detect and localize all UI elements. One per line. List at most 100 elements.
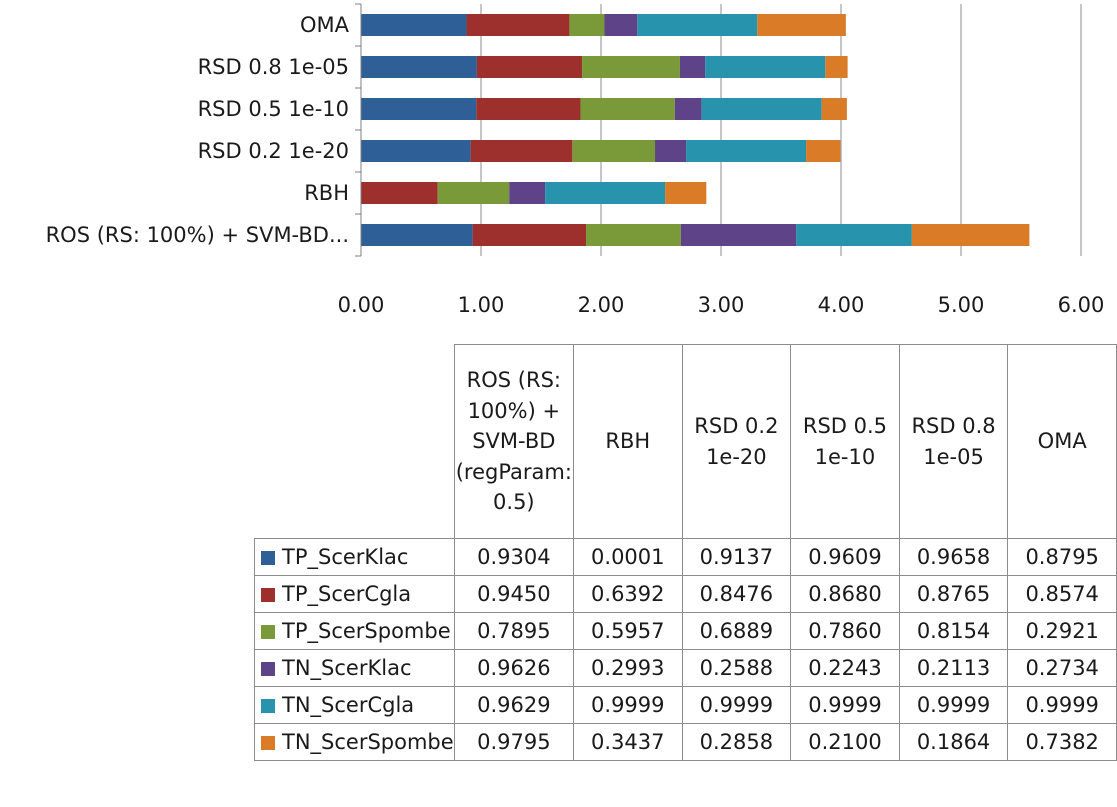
category-label-0: ROS (RS: 100%) + SVM-BD... [46, 223, 349, 247]
table-cell-TP_ScerSpombe-3: 0.7860 [790, 612, 900, 650]
legend-key-swatch [261, 736, 275, 750]
legend-cell-TN_ScerKlac: TN_ScerKlac [254, 649, 455, 687]
table-cell-TN_ScerKlac-3: 0.2243 [790, 649, 900, 687]
category-label-3: RSD 0.5 1e-10 [198, 97, 349, 121]
series-name: TN_ScerCgla [282, 693, 415, 717]
bar-segment-TP_ScerCgla-3 [476, 98, 581, 120]
table-cell-TP_ScerCgla-2: 0.8476 [681, 575, 792, 613]
x-tick-label-4: 4.00 [818, 293, 865, 317]
category-labels: ROS (RS: 100%) + SVM-BD... RBH RSD 0.2 1e-… [46, 13, 350, 247]
bar-segment-TN_ScerKlac-5 [604, 14, 638, 36]
table-cell-TP_ScerCgla-5: 0.8574 [1007, 575, 1117, 613]
series-name: TP_ScerSpombe [282, 619, 451, 643]
category-label-1: RBH [304, 181, 349, 205]
bar-segment-TN_ScerKlac-3 [674, 98, 702, 120]
table-header-row: ROS (RS: 100%) + SVM-BD (regParam: 0.5) R… [254, 344, 1117, 539]
bar-segment-TN_ScerKlac-0 [680, 224, 797, 246]
table-cell-TN_ScerKlac-5: 0.2734 [1007, 649, 1117, 687]
table-row: TN_ScerCgla 0.9629 0.9999 0.9999 0.9999 0.999… [254, 686, 1117, 724]
bar-segment-TN_ScerCgla-3 [701, 98, 822, 120]
table-cell-TN_ScerCgla-2: 0.9999 [681, 686, 792, 724]
table-header-cell-5: OMA [1007, 344, 1117, 539]
bar-segment-TN_ScerSpombe-3 [821, 98, 847, 120]
bar-segment-TN_ScerCgla-1 [545, 182, 666, 204]
legend-cell-TP_ScerCgla: TP_ScerCgla [254, 575, 455, 613]
table-row: TN_ScerKlac 0.9626 0.2993 0.2588 0.2243 0.211… [254, 649, 1117, 687]
table-cell-TN_ScerCgla-1: 0.9999 [572, 686, 683, 724]
bar-segment-TN_ScerKlac-2 [655, 140, 687, 162]
bar-segment-TN_ScerCgla-0 [796, 224, 912, 246]
table-header-label: RSD 0.8 1e-05 [911, 414, 996, 469]
category-label-2: RSD 0.2 1e-20 [198, 139, 349, 163]
table-corner-cell [254, 344, 455, 539]
legend-key-swatch [261, 699, 275, 713]
bar-segment-TN_ScerSpombe-5 [757, 14, 846, 36]
bar-segment-TN_ScerSpombe-1 [665, 182, 707, 204]
table-cell-TP_ScerKlac-3: 0.9609 [790, 538, 900, 576]
bar-segment-TP_ScerSpombe-1 [437, 182, 510, 204]
bar-segment-TN_ScerCgla-4 [705, 56, 826, 78]
table-header-label: RBH [605, 429, 651, 454]
bar-segment-TP_ScerCgla-1 [361, 182, 438, 204]
table-cell-TP_ScerCgla-4: 0.8765 [898, 575, 1009, 613]
bar-segment-TP_ScerSpombe-4 [582, 56, 680, 78]
table-cell-TN_ScerKlac-1: 0.2993 [572, 649, 683, 687]
table-cell-TN_ScerKlac-0: 0.9626 [453, 649, 574, 687]
table-cell-TP_ScerSpombe-0: 0.7895 [453, 612, 574, 650]
table-header-cell-1: RBH [572, 344, 683, 539]
table-cell-TN_ScerCgla-4: 0.9999 [898, 686, 1009, 724]
table-header-cell-3: RSD 0.5 1e-10 [790, 344, 900, 539]
table-header-label: OMA [1037, 429, 1087, 454]
bar-segment-TN_ScerSpombe-4 [825, 56, 848, 78]
gridlines [355, 3, 1082, 257]
bar-segment-TP_ScerSpombe-5 [569, 14, 605, 36]
x-tick-label-1: 1.00 [458, 293, 505, 317]
bar-segment-TN_ScerCgla-2 [686, 140, 807, 162]
series-name: TP_ScerKlac [282, 545, 409, 569]
stacked-bar-chart: ROS (RS: 100%) + SVM-BD... RBH RSD 0.2 1e-… [46, 3, 1105, 317]
table-header-label: RSD 0.2 1e-20 [694, 414, 779, 469]
legend-cell-TN_ScerSpombe: TN_ScerSpombe [254, 723, 455, 761]
bar-segment-TP_ScerKlac-0 [361, 224, 473, 246]
table-row: TP_ScerCgla 0.9450 0.6392 0.8476 0.8680 0.876… [254, 575, 1117, 613]
table-cell-TP_ScerKlac-2: 0.9137 [681, 538, 792, 576]
bar-segment-TP_ScerKlac-4 [361, 56, 477, 78]
bar-segment-TP_ScerSpombe-3 [580, 98, 675, 120]
table-row: TP_ScerSpombe 0.7895 0.5957 0.6889 0.7860 0.8… [254, 612, 1117, 650]
table-cell-TP_ScerKlac-5: 0.8795 [1007, 538, 1117, 576]
table-cell-TN_ScerKlac-2: 0.2588 [681, 649, 792, 687]
legend-cell-TN_ScerCgla: TN_ScerCgla [254, 686, 455, 724]
table-row: TP_ScerKlac 0.9304 0.0001 0.9137 0.9609 0.965… [254, 538, 1117, 576]
legend-cell-TP_ScerSpombe: TP_ScerSpombe [254, 612, 455, 650]
legend-key-swatch [261, 588, 275, 602]
table-cell-TP_ScerCgla-0: 0.9450 [453, 575, 574, 613]
legend-cell-TP_ScerKlac: TP_ScerKlac [254, 538, 455, 576]
table-cell-TN_ScerCgla-3: 0.9999 [790, 686, 900, 724]
x-tick-label-5: 5.00 [938, 293, 985, 317]
bar-segment-TN_ScerSpombe-0 [911, 224, 1030, 246]
category-label-4: RSD 0.8 1e-05 [198, 55, 349, 79]
table-cell-TN_ScerSpombe-0: 0.9795 [453, 723, 574, 761]
series-name: TN_ScerKlac [282, 656, 412, 680]
x-tick-label-6: 6.00 [1058, 293, 1105, 317]
table-cell-TN_ScerSpombe-3: 0.2100 [790, 723, 900, 761]
table-cell-TN_ScerKlac-4: 0.2113 [898, 649, 1009, 687]
table-body: TP_ScerKlac 0.9304 0.0001 0.9137 0.9609 0.965… [254, 538, 1117, 761]
table-header-cell-2: RSD 0.2 1e-20 [681, 344, 792, 539]
bar-segment-TP_ScerKlac-5 [361, 14, 467, 36]
table-header-label: RSD 0.5 1e-10 [802, 414, 888, 469]
bar-segment-TP_ScerSpombe-0 [586, 224, 681, 246]
table-cell-TP_ScerKlac-1: 0.0001 [572, 538, 683, 576]
bar-segment-TP_ScerCgla-4 [476, 56, 583, 78]
table-cell-TP_ScerKlac-0: 0.9304 [453, 538, 574, 576]
series-name: TN_ScerSpombe [282, 730, 454, 754]
series-name: TP_ScerCgla [282, 582, 412, 606]
table-cell-TP_ScerSpombe-2: 0.6889 [681, 612, 792, 650]
bar-segment-TN_ScerCgla-5 [637, 14, 758, 36]
category-label-5: OMA [300, 13, 350, 37]
table-header-label: ROS (RS: 100%) + SVM-BD (regParam: 0.5) [455, 368, 572, 515]
table-cell-TP_ScerSpombe-1: 0.5957 [572, 612, 683, 650]
table-cell-TN_ScerSpombe-4: 0.1864 [898, 723, 1009, 761]
legend-key-swatch [261, 551, 275, 565]
bar-segment-TP_ScerKlac-3 [361, 98, 477, 120]
